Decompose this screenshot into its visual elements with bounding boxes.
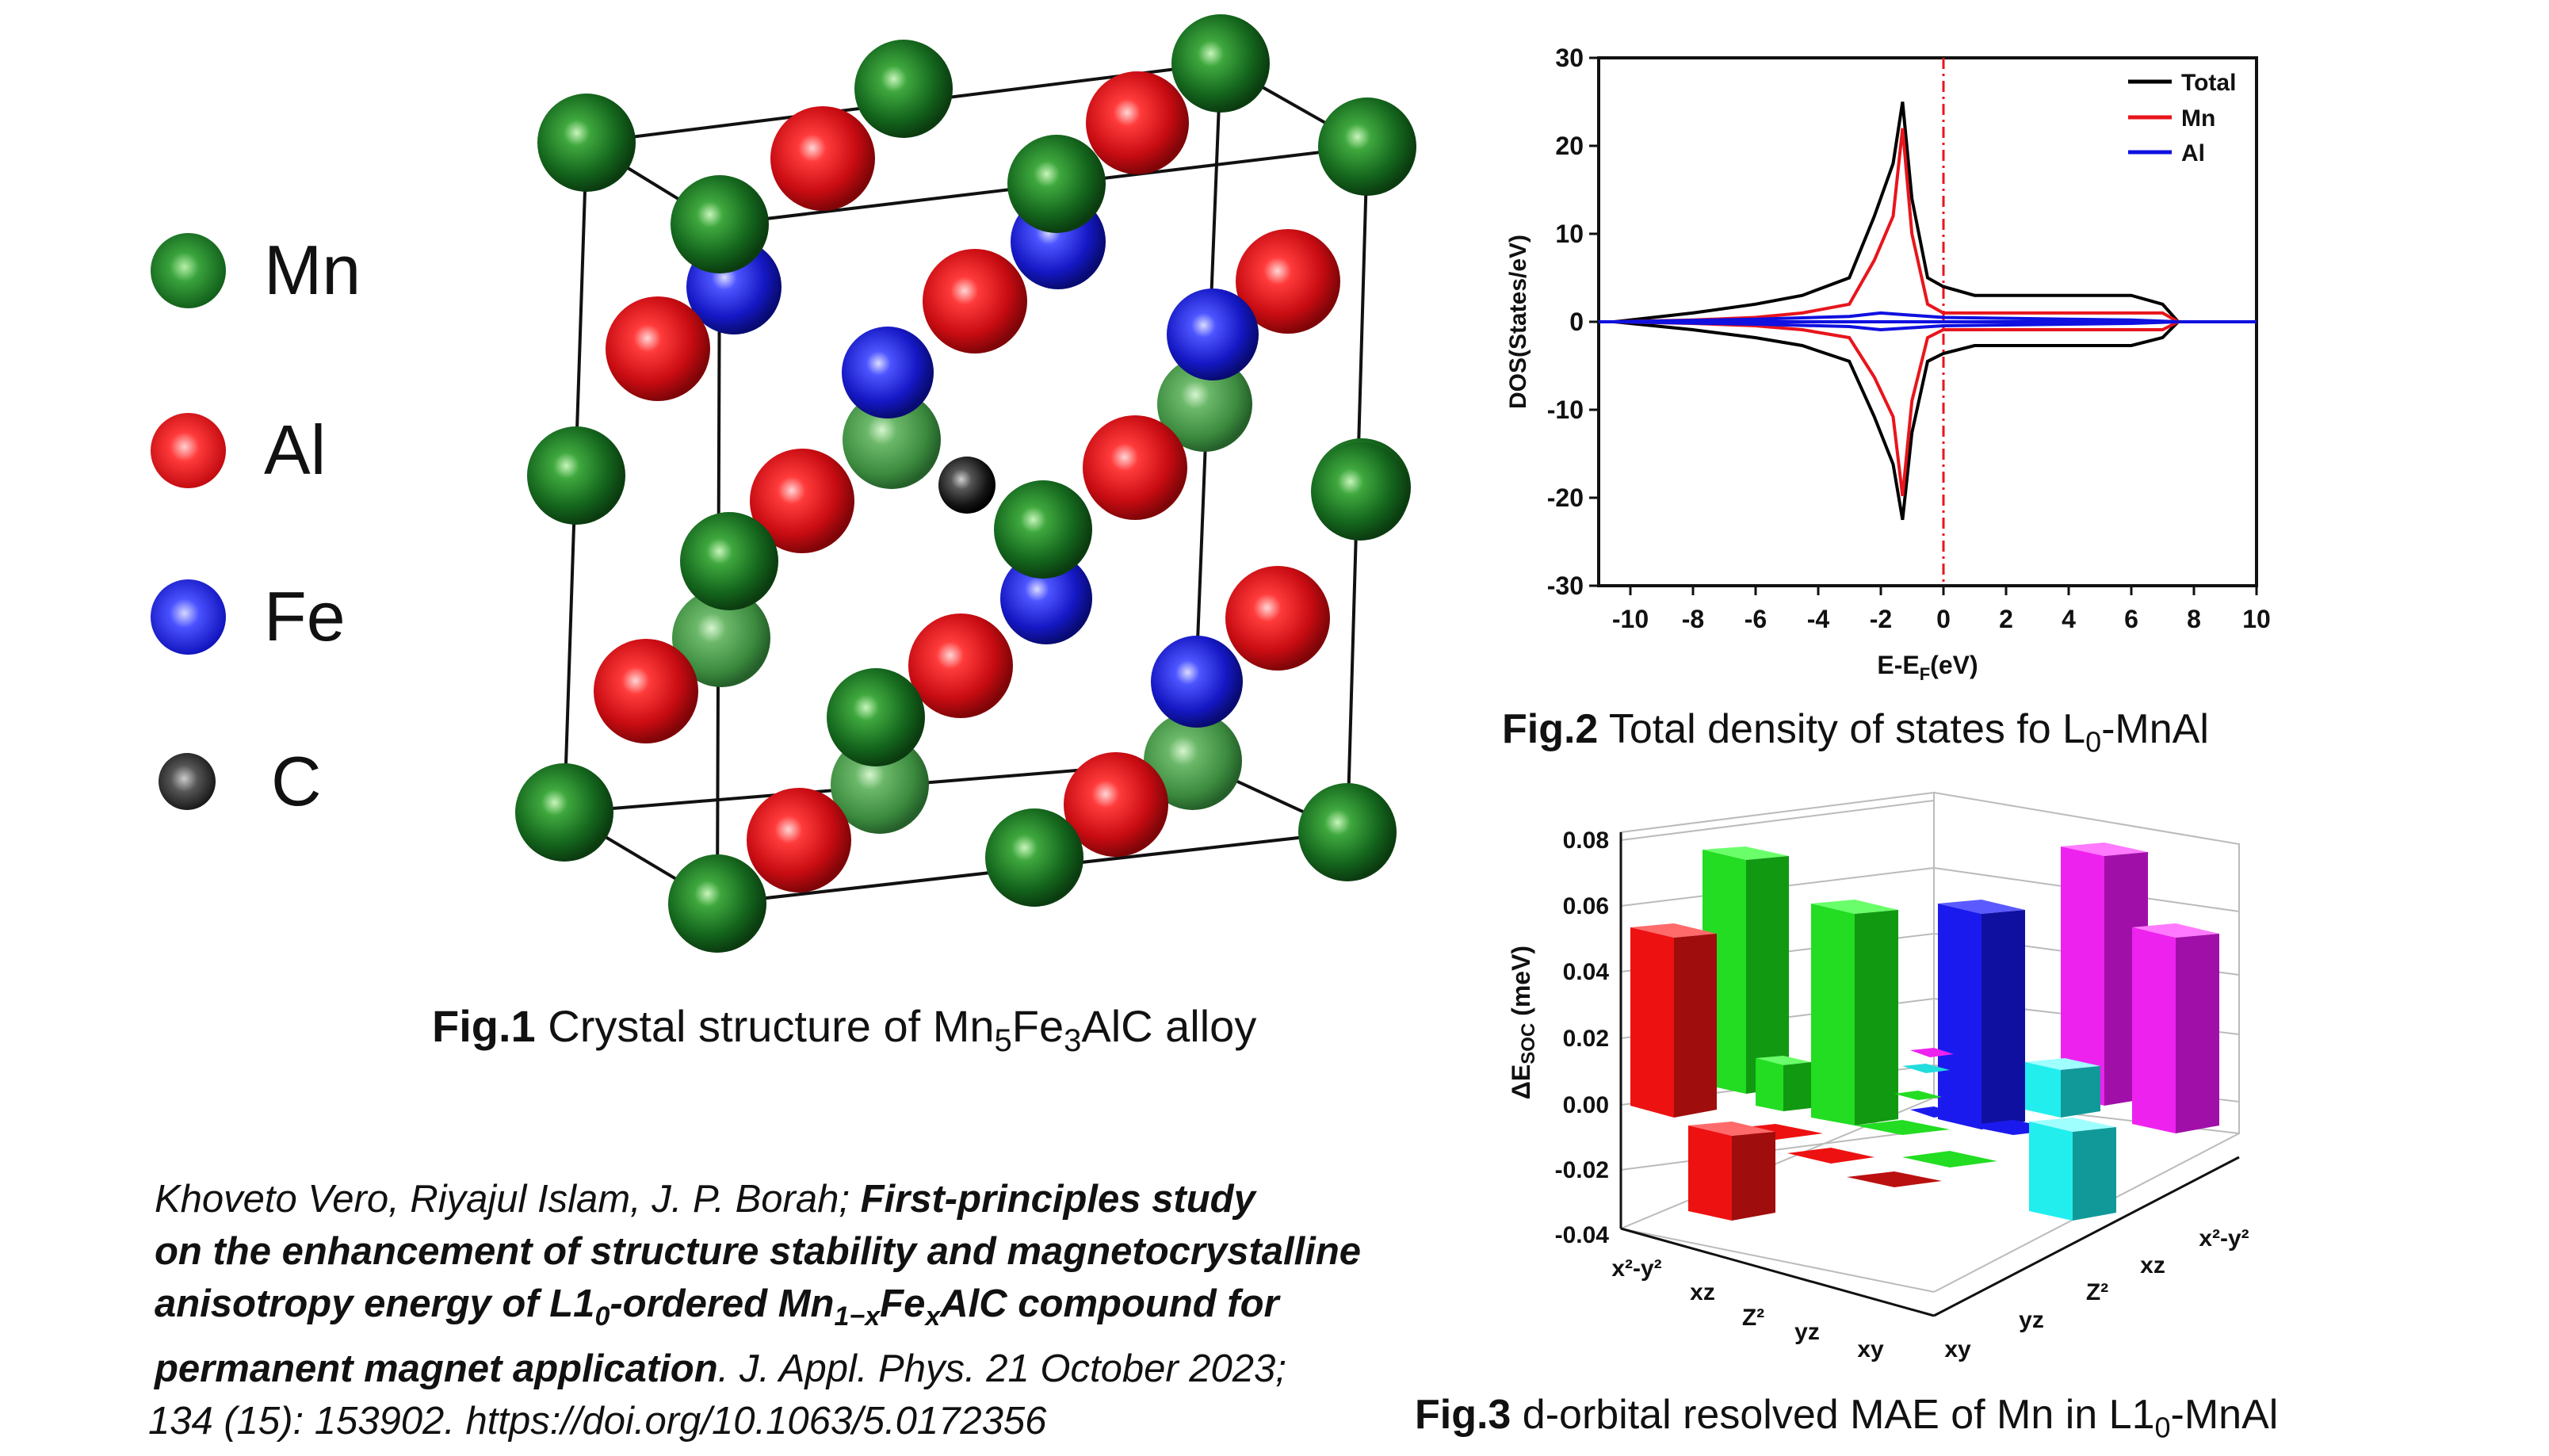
dos-xtick-label: -2 xyxy=(1870,605,1892,633)
dos-ytick-label: -20 xyxy=(1547,483,1584,512)
dos-series-al-down xyxy=(1614,320,2179,332)
bar-cyan-flat xyxy=(1902,1064,1950,1073)
dos-ytick-label: -30 xyxy=(1547,571,1584,600)
ref-line-2: on the enhancement of structure stabilit… xyxy=(155,1230,1362,1273)
legend-c: C xyxy=(159,741,322,822)
mae-3d-bar-chart: 0.08 0.06 0.04 0.02 0.00 -0.02 -0.04 ΔES… xyxy=(1507,791,2249,1362)
dos-xtick-label: -10 xyxy=(1612,605,1649,633)
bar-green-flat-3 xyxy=(1902,1151,1997,1167)
mae-ytick-label: 0.06 xyxy=(1563,893,1609,919)
ref-line-5: 134 (15): 153902. https://doi.org/10.106… xyxy=(148,1399,1047,1443)
bar-red-flat-2 xyxy=(1787,1148,1874,1164)
mae-xlabel-left: xz xyxy=(1690,1279,1715,1305)
fe-ball-icon xyxy=(151,579,226,655)
mae-ytick-label: 0.00 xyxy=(1563,1092,1609,1118)
fig2-caption: Fig.2 Total density of states fo L0-MnAl xyxy=(1502,706,2209,759)
dos-xlabel: E-EF(eV) xyxy=(1877,651,1978,684)
dos-ytick-label: 0 xyxy=(1569,308,1584,336)
dos-series-mn-down xyxy=(1614,320,2180,497)
dos-xtick-label: -8 xyxy=(1682,605,1704,633)
dos-ylabel: DOS(States/eV) xyxy=(1505,235,1531,409)
legend-fe: Fe xyxy=(151,576,346,657)
dos-curves xyxy=(1614,101,2180,521)
mae-ytick-label: 0.04 xyxy=(1563,959,1610,985)
dos-xtick-label: 6 xyxy=(2124,605,2138,633)
dos-xticks xyxy=(1629,586,2258,595)
mae-ytick-label: -0.02 xyxy=(1555,1157,1609,1183)
ref-line-4: permanent magnet application. J. Appl. P… xyxy=(155,1347,1286,1390)
dos-ytick-label: -10 xyxy=(1547,396,1584,424)
dos-ytick-label: 20 xyxy=(1555,132,1584,160)
atoms xyxy=(515,14,1416,953)
mae-xlabel-left: yz xyxy=(1794,1319,1820,1345)
bar-blue-1 xyxy=(1938,900,2025,1129)
bar-green-3 xyxy=(1811,900,1898,1125)
legend-mn: Mn xyxy=(151,230,361,311)
bar-magenta-flat xyxy=(1910,1048,1954,1057)
dos-legend-al: Al xyxy=(2181,140,2205,166)
legend-al: Al xyxy=(151,410,326,491)
mae-xlabel-right: xy xyxy=(1944,1336,1971,1362)
bar-green-2 xyxy=(1756,1056,1811,1111)
bar-red-1 xyxy=(1630,923,1717,1118)
al-ball-icon xyxy=(151,412,226,488)
ref-line-1: Khoveto Vero, Riyajul Islam, J. P. Borah… xyxy=(155,1178,1255,1221)
bar-green-flat-1 xyxy=(1894,1091,1942,1100)
dos-xtick-label: 10 xyxy=(2242,605,2271,633)
mae-xlabel-right: yz xyxy=(2019,1307,2044,1333)
dos-legend-mn: Mn xyxy=(2181,105,2215,132)
dos-legend-total: Total xyxy=(2181,70,2236,96)
dos-xtick-label: -4 xyxy=(1807,605,1830,633)
dos-xtick-label: 0 xyxy=(1936,605,1951,633)
dos-legend: Total Mn Al xyxy=(2128,70,2236,166)
crystal-structure-figure xyxy=(515,14,1416,953)
mae-ytick-label: -0.04 xyxy=(1555,1222,1610,1248)
legend-label-mn: Mn xyxy=(264,231,361,309)
dos-ytick-label: 30 xyxy=(1555,44,1584,72)
bar-red-flat-3 xyxy=(1847,1171,1942,1187)
bar-cyan-1 xyxy=(2025,1058,2100,1118)
mae-ylabel: ΔESOC (meV) xyxy=(1507,946,1539,1099)
fig1-caption: Fig.1 Crystal structure of Mn5Fe3AlC all… xyxy=(432,1001,1257,1059)
dos-series-al-up xyxy=(1614,311,2179,323)
legend-label-c: C xyxy=(271,742,322,820)
bar-red-neg xyxy=(1688,1122,1775,1221)
mae-xlabel-left: x²-y² xyxy=(1611,1255,1661,1282)
legend-label-fe: Fe xyxy=(264,577,346,655)
bar-green-flat-2 xyxy=(1855,1120,1950,1135)
bar-cyan-neg xyxy=(2029,1118,2116,1221)
mae-bars xyxy=(1630,843,2219,1221)
dos-chart: 30 20 10 0 -10 -20 -30 -10 -8 -6 -4 -2 0… xyxy=(1505,44,2271,684)
c-ball-icon xyxy=(159,753,216,810)
bar-magenta-2 xyxy=(2132,923,2219,1133)
mae-xlabel-right: xz xyxy=(2140,1252,2165,1278)
mae-ytick-label: 0.08 xyxy=(1563,827,1609,854)
bar-blue-flat-1 xyxy=(1910,1106,1958,1118)
dos-xtick-label: 8 xyxy=(2187,605,2201,633)
dos-xtick-label: 4 xyxy=(2062,605,2076,633)
mae-ytick-label: 0.02 xyxy=(1563,1026,1609,1052)
dos-series-mn-up xyxy=(1614,128,2180,323)
dos-xtick-label: -6 xyxy=(1745,605,1767,633)
dos-series-total-up xyxy=(1614,101,2180,323)
dos-series-total-down xyxy=(1614,320,2180,521)
mae-xlabel-right: Z² xyxy=(2086,1279,2108,1305)
mae-xlabel-right: x²-y² xyxy=(2199,1225,2249,1252)
reference-citation: Khoveto Vero, Riyajul Islam, J. P. Borah… xyxy=(148,1173,1362,1447)
mn-ball-icon xyxy=(151,232,226,308)
dos-xtick-label: 2 xyxy=(1999,605,2013,633)
legend-label-al: Al xyxy=(264,411,327,489)
dos-yticks xyxy=(1589,56,1599,587)
dos-ytick-label: 10 xyxy=(1555,220,1584,248)
mae-xlabel-left: xy xyxy=(1857,1336,1884,1362)
mae-xlabel-left: Z² xyxy=(1742,1305,1764,1331)
ref-line-3: anisotropy energy of L10-ordered Mn1−xFe… xyxy=(155,1282,1279,1332)
fig3-caption: Fig.3 d-orbital resolved MAE of Mn in L1… xyxy=(1415,1392,2279,1444)
